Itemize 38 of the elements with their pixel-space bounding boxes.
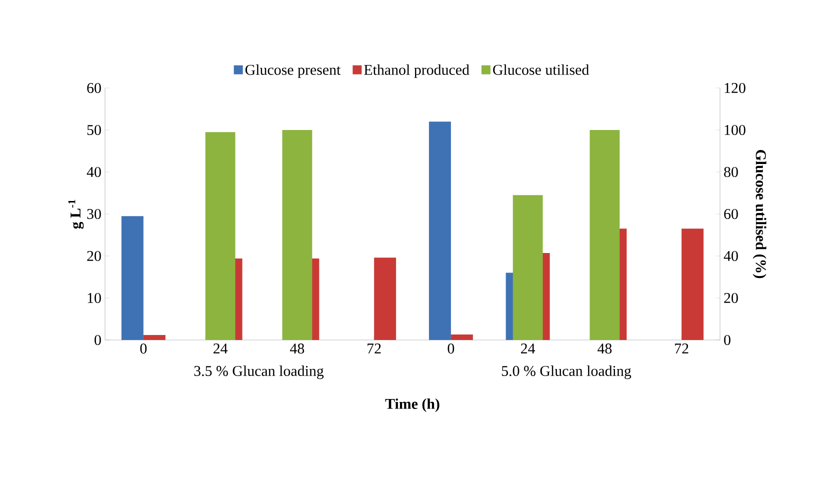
y-tick-label: 0 — [94, 334, 101, 346]
x-tick-label: 72 — [368, 344, 381, 354]
x-tick-label: 48 — [290, 344, 304, 354]
text: 3.5 % Glucan loading — [194, 366, 324, 380]
bar — [282, 130, 312, 340]
y-tick-label: 30 — [87, 208, 101, 220]
y-tick-label: 20 — [87, 250, 101, 262]
bar — [428, 122, 451, 340]
y2-tick-label: 100 — [724, 124, 746, 136]
y2-tick-label: 60 — [724, 208, 738, 220]
bar — [121, 216, 144, 340]
y2-tick-label: 120 — [724, 82, 746, 94]
x-tick-label: 0 — [140, 344, 147, 354]
x-tick-label: 24 — [521, 344, 536, 354]
y2-tick-label: 80 — [724, 166, 738, 178]
y2-axis-title: Glucose utilised (%) — [752, 150, 766, 278]
x-tick-label: 72 — [675, 344, 688, 354]
text: 5.0 % Glucan loading — [502, 366, 632, 380]
bar — [205, 132, 236, 340]
bar — [143, 334, 166, 340]
legend-label: Glucose utilised — [493, 64, 589, 75]
y-tick-label: 10 — [88, 292, 101, 304]
y2-tick-label: 20 — [724, 292, 738, 304]
y-tick-label: 40 — [86, 166, 101, 178]
x-axis-title: Time (h) — [385, 398, 440, 412]
bar — [682, 228, 704, 340]
legend-label: Ethanol produced — [364, 64, 470, 78]
y2-tick-label: 40 — [724, 250, 738, 262]
x-tick-label: 24 — [214, 344, 228, 354]
y-tick-label: 50 — [87, 124, 101, 136]
legend-label: Glucose present — [245, 64, 341, 78]
y-tick-label: 60 — [87, 82, 101, 94]
bar — [450, 334, 473, 340]
x-tick-label: 48 — [598, 344, 612, 354]
bar — [374, 258, 396, 340]
y2-tick-label: 0 — [724, 334, 730, 346]
y-axis-title: g L$^{-1}$ — [68, 200, 84, 229]
x-tick-label: 0 — [448, 344, 454, 354]
